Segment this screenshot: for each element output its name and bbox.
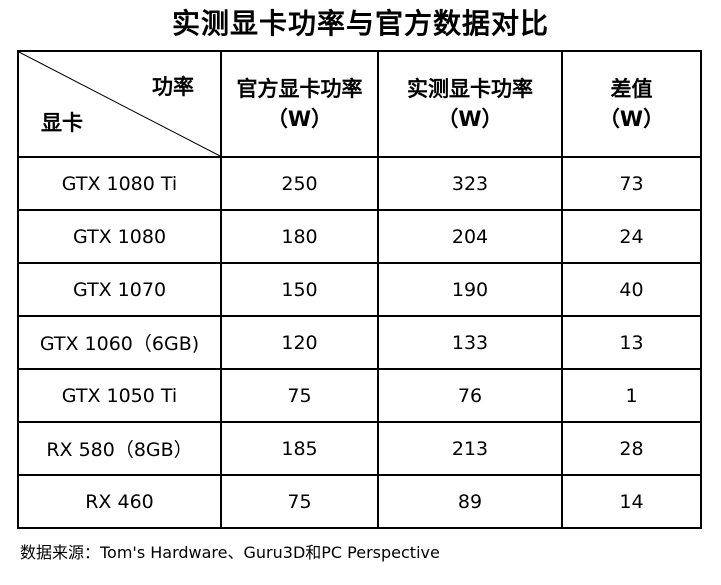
difference-cell: 1 — [561, 368, 702, 423]
gpu-name-cell: GTX 1060（6GB) — [17, 315, 222, 370]
diagonal-divider — [19, 52, 220, 156]
table-row: RX 580（8GB） 185 213 28 — [17, 421, 702, 476]
measured-power-cell: 76 — [377, 368, 563, 423]
gpu-name-cell: GTX 1080 Ti — [17, 156, 222, 211]
header-row: 功率 显卡 官方显卡功率 （W） 实测显卡功率 （W） 差值 （W） — [17, 50, 702, 158]
official-power-cell: 150 — [220, 262, 379, 317]
measured-power-cell: 133 — [377, 315, 563, 370]
corner-header-cell: 功率 显卡 — [17, 50, 222, 158]
difference-cell: 14 — [561, 474, 702, 529]
gpu-name-cell: RX 580（8GB） — [17, 421, 222, 476]
header-official-power: 官方显卡功率 （W） — [220, 50, 379, 158]
measured-power-cell: 190 — [377, 262, 563, 317]
gpu-name-cell: GTX 1050 Ti — [17, 368, 222, 423]
table-row: GTX 1050 Ti 75 76 1 — [17, 368, 702, 423]
table-row: GTX 1060（6GB) 120 133 13 — [17, 315, 702, 370]
table-row: GTX 1080 Ti 250 323 73 — [17, 156, 702, 211]
official-power-cell: 75 — [220, 474, 379, 529]
official-power-cell: 180 — [220, 209, 379, 264]
table-row: GTX 1070 150 190 40 — [17, 262, 702, 317]
page-title: 实测显卡功率与官方数据对比 — [171, 7, 549, 40]
header-official-power-label: 官方显卡功率 — [236, 77, 363, 101]
table-row: GTX 1080 180 204 24 — [17, 209, 702, 264]
official-power-cell: 120 — [220, 315, 379, 370]
header-measured-power: 实测显卡功率 （W） — [377, 50, 563, 158]
gpu-name-cell: GTX 1080 — [17, 209, 222, 264]
header-difference-label: 差值 — [610, 77, 653, 101]
measured-power-cell: 323 — [377, 156, 563, 211]
measured-power-cell: 213 — [377, 421, 563, 476]
power-comparison-table: 功率 显卡 官方显卡功率 （W） 实测显卡功率 （W） 差值 （W） GTX 1… — [17, 50, 702, 529]
table-row: RX 460 75 89 14 — [17, 474, 702, 529]
official-power-cell: 75 — [220, 368, 379, 423]
difference-cell: 24 — [561, 209, 702, 264]
header-measured-power-label: 实测显卡功率 — [407, 77, 533, 101]
official-power-cell: 250 — [220, 156, 379, 211]
header-official-power-unit: （W） — [266, 107, 333, 131]
official-power-cell: 185 — [220, 421, 379, 476]
corner-label-gpu: 显卡 — [41, 111, 83, 135]
gpu-name-cell: RX 460 — [17, 474, 222, 529]
difference-cell: 13 — [561, 315, 702, 370]
data-source-note: 数据来源：Tom's Hardware、Guru3D和PC Perspectiv… — [20, 543, 440, 562]
difference-cell: 40 — [561, 262, 702, 317]
difference-cell: 73 — [561, 156, 702, 211]
header-difference-unit: （W） — [598, 107, 665, 131]
header-difference: 差值 （W） — [561, 50, 702, 158]
difference-cell: 28 — [561, 421, 702, 476]
corner-label-power: 功率 — [152, 75, 194, 99]
measured-power-cell: 204 — [377, 209, 563, 264]
header-measured-power-unit: （W） — [437, 107, 503, 131]
measured-power-cell: 89 — [377, 474, 563, 529]
gpu-name-cell: GTX 1070 — [17, 262, 222, 317]
